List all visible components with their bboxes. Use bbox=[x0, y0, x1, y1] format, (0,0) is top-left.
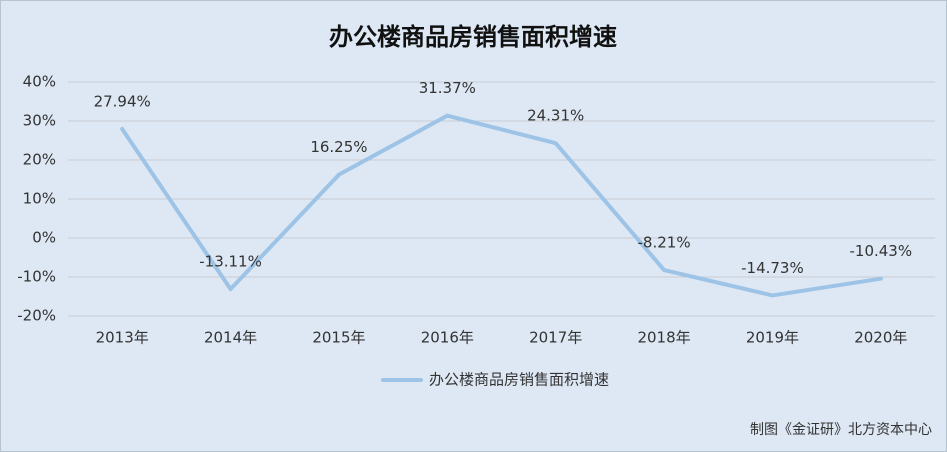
y-tick-label: 40% bbox=[23, 73, 56, 91]
x-tick-label: 2016年 bbox=[421, 329, 474, 347]
data-label: -13.11% bbox=[199, 253, 262, 271]
data-label: 31.37% bbox=[419, 79, 476, 97]
x-tick-label: 2017年 bbox=[529, 329, 582, 347]
data-label: 16.25% bbox=[310, 138, 367, 156]
x-tick-label: 2018年 bbox=[637, 329, 690, 347]
x-tick-label: 2015年 bbox=[312, 329, 365, 347]
x-tick-label: 2020年 bbox=[854, 329, 907, 347]
data-label: -8.21% bbox=[638, 234, 691, 252]
y-tick-label: 20% bbox=[23, 151, 56, 169]
legend-label: 办公楼商品房销售面积增速 bbox=[429, 371, 609, 389]
x-tick-label: 2013年 bbox=[96, 329, 149, 347]
y-tick-label: 30% bbox=[23, 112, 56, 130]
data-line bbox=[120, 113, 883, 298]
chart-title: 办公楼商品房销售面积增速 bbox=[329, 23, 617, 51]
data-label: 24.31% bbox=[527, 107, 584, 125]
data-label: 27.94% bbox=[94, 93, 151, 111]
y-tick-label: -20% bbox=[17, 307, 56, 325]
y-tick-label: 0% bbox=[32, 229, 56, 247]
data-label: -14.73% bbox=[741, 259, 804, 277]
y-tick-label: 10% bbox=[23, 190, 56, 208]
x-tick-label: 2014年 bbox=[204, 329, 257, 347]
y-tick-label: -10% bbox=[17, 268, 56, 286]
x-tick-label: 2019年 bbox=[746, 329, 799, 347]
source-note: 制图《金证研》北方资本中心 bbox=[750, 422, 932, 438]
data-label: -10.43% bbox=[850, 242, 913, 260]
